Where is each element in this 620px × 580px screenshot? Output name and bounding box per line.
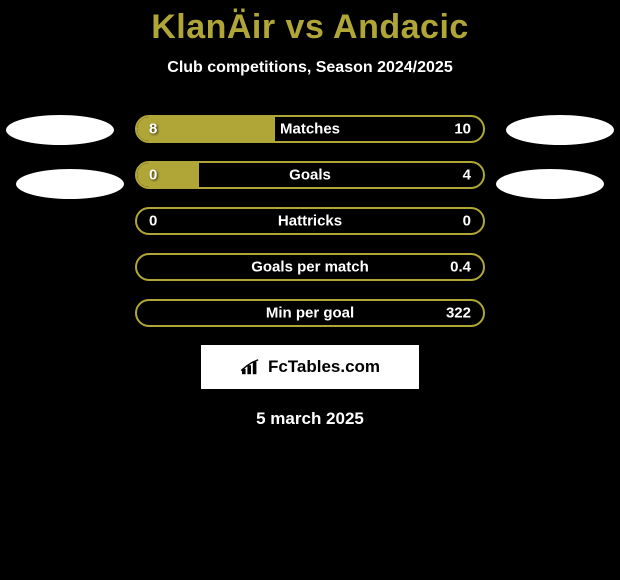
player-right-avatar-top xyxy=(506,115,614,145)
bar-metric-label: Goals per match xyxy=(251,259,369,276)
bar-value-right: 4 xyxy=(463,167,471,184)
bar-fill-left xyxy=(137,163,199,187)
bar-value-right: 10 xyxy=(454,121,471,138)
brand-text: FcTables.com xyxy=(268,357,380,377)
bar-row: 0 Hattricks 0 xyxy=(135,207,485,235)
bar-row: 0 Goals 4 xyxy=(135,161,485,189)
bar-value-left: 0 xyxy=(149,213,157,230)
bar-value-right: 322 xyxy=(446,305,471,322)
bar-row: Goals per match 0.4 xyxy=(135,253,485,281)
subtitle: Club competitions, Season 2024/2025 xyxy=(0,59,620,77)
bar-metric-label: Matches xyxy=(280,121,340,138)
player-left-avatar-top xyxy=(6,115,114,145)
player-right-avatar-bottom xyxy=(496,169,604,199)
bar-chart-icon xyxy=(240,358,262,376)
player-left-avatar-bottom xyxy=(16,169,124,199)
bar-row: Min per goal 322 xyxy=(135,299,485,327)
bar-metric-label: Hattricks xyxy=(278,213,342,230)
bar-row: 8 Matches 10 xyxy=(135,115,485,143)
page-title: KlanÄir vs Andacic xyxy=(0,0,620,47)
bar-value-right: 0.4 xyxy=(450,259,471,276)
bar-fill-left xyxy=(137,117,275,141)
bar-value-right: 0 xyxy=(463,213,471,230)
brand-box: FcTables.com xyxy=(201,345,419,389)
date-text: 5 march 2025 xyxy=(0,409,620,429)
bar-value-left: 0 xyxy=(149,167,157,184)
comparison-chart: 8 Matches 10 0 Goals 4 0 Hattricks 0 Goa… xyxy=(0,115,620,327)
bar-metric-label: Min per goal xyxy=(266,305,354,322)
bar-value-left: 8 xyxy=(149,121,157,138)
bar-metric-label: Goals xyxy=(289,167,331,184)
